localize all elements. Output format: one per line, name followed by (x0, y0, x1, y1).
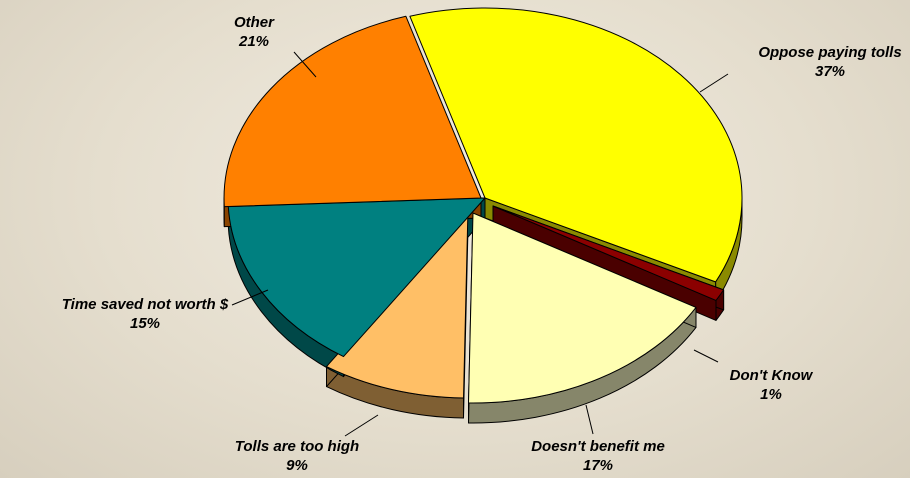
pie-slice-4 (227, 197, 486, 358)
slice-label-0: Oppose paying tolls 37% (758, 44, 901, 80)
slice-label-4: Time saved not worth $ 15% (62, 296, 229, 332)
leader-line-2 (585, 404, 594, 435)
pie-slice-0 (409, 7, 743, 283)
slice-label-1: Don't Know 1% (730, 367, 814, 403)
pie-slice-2 (468, 212, 697, 404)
slice-label-2: Doesn't benefit me 17% (531, 438, 665, 474)
leader-line-0 (699, 73, 729, 93)
slice-name: Tolls are too high (235, 438, 359, 455)
slice-percent: 21% (238, 33, 269, 50)
slice-label-5: Other 21% (234, 14, 275, 50)
pie-slice-1 (492, 205, 725, 301)
leader-line-1 (693, 349, 719, 363)
slice-name: Doesn't benefit me (531, 438, 665, 455)
slice-percent: 37% (815, 63, 845, 80)
slice-percent: 15% (130, 315, 160, 332)
slice-name: Oppose paying tolls (758, 44, 901, 61)
slice-percent: 1% (760, 386, 782, 403)
slice-name: Don't Know (730, 367, 814, 384)
slice-percent: 9% (286, 457, 308, 474)
slice-name: Time saved not worth $ (62, 296, 229, 313)
leader-line-4 (231, 289, 269, 306)
slice-label-3: Tolls are too high 9% (235, 438, 359, 474)
leader-line-5 (293, 51, 317, 78)
pie-slice-5 (223, 15, 482, 208)
leader-line-3 (344, 414, 379, 437)
slice-percent: 17% (583, 457, 613, 474)
slice-name: Other (234, 14, 275, 31)
